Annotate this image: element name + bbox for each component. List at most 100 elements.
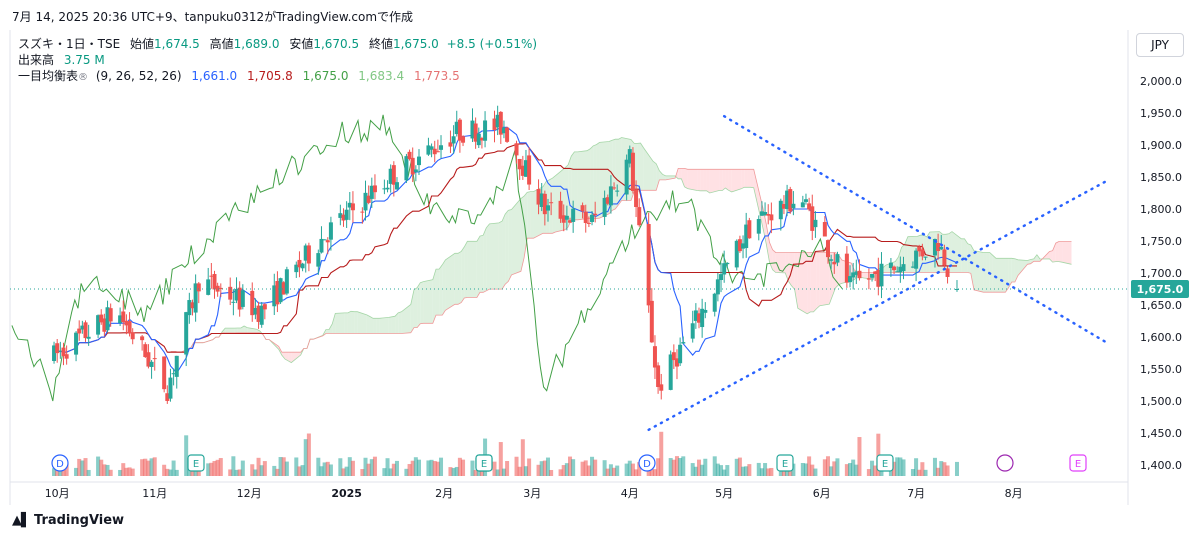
candle-body (96, 315, 101, 335)
volume-bar (61, 467, 66, 476)
candle-body (725, 262, 730, 265)
candle-body (130, 332, 135, 340)
ichimoku-cloud-segment (168, 351, 172, 353)
volume-bar (231, 456, 236, 476)
ichimoku-cloud-segment (574, 151, 578, 220)
candle-body (80, 325, 85, 330)
candle-body (461, 136, 466, 143)
dividend-marker (638, 454, 656, 472)
candle-body (118, 315, 123, 324)
ichimoku-cloud-segment (992, 255, 996, 293)
candle-body (394, 182, 399, 190)
volume-bar (432, 461, 437, 476)
volume-bar (583, 460, 588, 476)
candle-body (693, 310, 698, 321)
volume-bar (171, 460, 176, 476)
candle-body (303, 245, 308, 261)
ichimoku-cloud-segment (237, 327, 241, 333)
volume-bar (218, 458, 223, 476)
ichimoku-cloud-segment (841, 260, 852, 284)
volume-bar (791, 463, 796, 476)
volume-bar (404, 468, 409, 476)
volume-bar (624, 463, 629, 476)
volume-bar (212, 461, 217, 476)
candle-body (536, 189, 541, 205)
ichimoku-cloud-segment (662, 174, 666, 180)
ichimoku-cloud-segment (1014, 258, 1019, 282)
ichimoku-cloud-segment (967, 243, 971, 274)
volume-bar (561, 465, 566, 476)
volume-bar (637, 462, 642, 476)
ichimoku-cloud-segment (615, 139, 619, 209)
ichimoku-cloud-segment (1027, 259, 1031, 265)
volume-bar (322, 462, 327, 476)
volume-bar (80, 460, 85, 476)
volume-label[interactable]: 出来高 (18, 53, 55, 67)
ichimoku-cloud-segment (203, 339, 213, 343)
volume-bar (105, 464, 110, 476)
volume-bar (700, 464, 705, 476)
volume-bar (854, 464, 859, 476)
ichimoku-value-span-b: 1,773.5 (413, 69, 460, 83)
ichimoku-cloud-segment (942, 234, 946, 273)
ichimoku-cloud-segment (354, 311, 358, 334)
candle-body (319, 238, 324, 253)
volume-bar (382, 468, 387, 476)
volume-bar (803, 463, 808, 476)
candle-body (627, 149, 632, 164)
ichimoku-cloud-segment (388, 316, 392, 334)
volume-bar (303, 439, 308, 476)
volume-bar (451, 468, 456, 476)
volume-bar (517, 466, 522, 476)
volume-bar (851, 459, 856, 476)
candle-body (608, 186, 613, 206)
candle-body (615, 190, 620, 192)
candle-body (756, 218, 761, 234)
candle-body (385, 187, 390, 190)
candle-body (140, 336, 145, 341)
legend-ichimoku-row: 一目均衡表® (9, 26, 52, 26) 1,661.0 1,705.8 1… (18, 68, 537, 86)
x-tick-label: 4月 (621, 487, 639, 500)
ichimoku-cloud-segment (376, 318, 380, 334)
tradingview-brand[interactable]: ▲▌ TradingView (12, 513, 124, 528)
volume-bar (914, 458, 919, 476)
volume-bar (612, 467, 617, 476)
volume-bar (668, 458, 673, 476)
ichimoku-label[interactable]: 一目均衡表 (18, 69, 79, 83)
ichimoku-cloud-segment (269, 339, 279, 350)
volume-bar (615, 465, 620, 476)
candle-body (492, 118, 497, 130)
volume-bar (514, 456, 519, 476)
candle-body (763, 211, 768, 216)
candle-body (873, 271, 878, 275)
ichimoku-cloud-segment (763, 209, 767, 245)
candle-body (703, 309, 708, 313)
candle-body (121, 311, 126, 323)
ichimoku-cloud-segment (750, 169, 754, 188)
event-marker-label: D (56, 459, 64, 470)
volume-bar (454, 466, 459, 476)
candle-body (681, 342, 686, 344)
x-tick-label: 2025 (331, 487, 362, 500)
volume-bar (857, 437, 862, 476)
ichimoku-cloud-segment (278, 346, 282, 356)
volume-bar (630, 463, 635, 476)
candle-body (325, 240, 330, 243)
currency-button[interactable]: JPY (1136, 33, 1184, 57)
candle-body (583, 211, 588, 224)
ichimoku-cloud-segment (973, 250, 984, 293)
volume-bar (58, 456, 63, 476)
candle-body (297, 259, 302, 268)
candle-body (407, 151, 412, 160)
volume-bar (549, 469, 554, 476)
ichimoku-cloud-segment (697, 169, 701, 191)
candle-body (165, 393, 170, 401)
candle-body (360, 211, 365, 213)
candle-body (149, 361, 154, 367)
volume-bar (848, 463, 853, 476)
symbol-label[interactable]: スズキ・1日・TSE (18, 37, 121, 51)
candle-body (829, 259, 834, 261)
candle-body (715, 279, 720, 295)
ichimoku-cloud-segment (1049, 250, 1053, 263)
ichimoku-cloud-segment (454, 253, 459, 305)
